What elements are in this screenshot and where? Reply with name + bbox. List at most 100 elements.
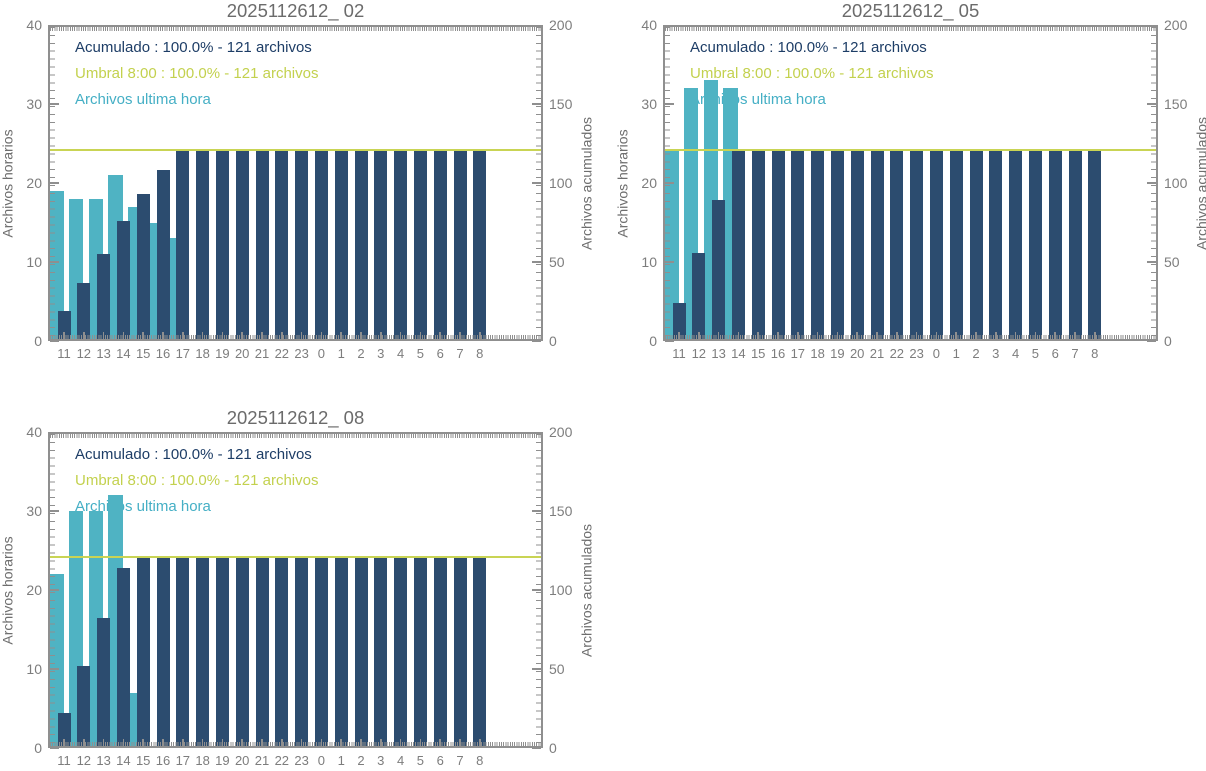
x-axis-tick-label: 14 — [731, 346, 746, 361]
bar-accumulated — [1028, 149, 1042, 341]
x-axis-tick-label: 19 — [215, 346, 230, 361]
x-axis-tick-label: 23 — [294, 346, 309, 361]
x-axis-tick-label: 8 — [476, 346, 484, 361]
tick-major-right — [1147, 103, 1156, 105]
x-axis-tick-label: 4 — [1011, 346, 1020, 361]
bar-accumulated — [1088, 149, 1102, 341]
tick-major-left — [50, 103, 59, 105]
x-axis-tick-label: 20 — [234, 753, 250, 768]
y-axis-tick-label-left: 30 — [26, 96, 42, 112]
bar-accumulated — [57, 713, 71, 748]
tick-major-left — [665, 103, 674, 105]
bar-accumulated — [57, 311, 71, 341]
x-axis-tick-label: 14 — [116, 346, 131, 361]
x-axis-tick-label: 19 — [215, 753, 230, 768]
y-axis-tick-label-right: 200 — [549, 17, 573, 33]
y-axis-tick-label-left: 20 — [641, 175, 657, 191]
tick-major-left — [50, 432, 59, 434]
x-axis-tick-label: 18 — [195, 753, 210, 768]
axis-minor-ticks-top — [665, 27, 1156, 31]
bar-accumulated — [196, 149, 210, 341]
bar-accumulated — [314, 149, 328, 341]
x-axis-tick-label: 0 — [317, 753, 325, 768]
axis-title-left: Archivos horarios — [0, 129, 16, 238]
chart-title: 2025112612_ 08 — [226, 407, 365, 428]
bar-accumulated — [314, 556, 328, 748]
threshold-line — [48, 148, 543, 151]
y-axis-tick-label-right: 50 — [549, 661, 565, 677]
y-axis-tick-label-left: 0 — [649, 333, 657, 349]
x-axis-tick-label: 3 — [992, 346, 1000, 361]
tick-major-right — [532, 340, 541, 342]
tick-major-right — [1147, 261, 1156, 263]
bar-accumulated — [870, 149, 884, 341]
x-axis-tick-label: 23 — [294, 753, 309, 768]
x-axis-tick-label: 22 — [889, 346, 905, 361]
bar-accumulated — [949, 149, 963, 341]
legend: Acumulado : 100.0% - 121 archivos Umbral … — [75, 35, 318, 113]
bar-accumulated — [1009, 149, 1023, 341]
x-axis-tick-label: 5 — [416, 753, 424, 768]
y-axis-tick-label-right: 0 — [549, 740, 557, 756]
legend-accumulated: Acumulado : 100.0% - 121 archivos — [75, 446, 312, 463]
x-axis-tick-label: 21 — [254, 346, 270, 361]
x-axis-tick-label: 12 — [76, 753, 92, 768]
tick-major-left — [50, 510, 59, 512]
x-axis-tick-label: 4 — [396, 346, 405, 361]
x-axis-tick-label: 11 — [672, 346, 686, 361]
tick-major-right — [1147, 25, 1156, 27]
x-axis-tick-label: 13 — [96, 753, 111, 768]
x-axis-tick-label: 13 — [96, 346, 111, 361]
chart-title: 2025112612_ 02 — [226, 0, 365, 21]
axis-minor-ticks-right — [1151, 27, 1156, 339]
bar-accumulated — [1048, 149, 1062, 341]
bar-accumulated — [77, 665, 91, 748]
bar-accumulated — [672, 303, 686, 341]
x-axis-tick-label: 4 — [396, 753, 405, 768]
y-axis-tick-label-right: 150 — [1164, 96, 1188, 112]
bar-accumulated — [692, 252, 706, 341]
x-axis-tick-label: 8 — [476, 753, 484, 768]
bar-accumulated — [473, 556, 487, 748]
x-axis-tick-label: 12 — [691, 346, 707, 361]
legend-threshold: Umbral 8:00 : 100.0% - 121 archivos — [75, 65, 319, 82]
x-axis-tick-label: 6 — [1051, 346, 1059, 361]
bar-accumulated — [176, 149, 190, 341]
bar-accumulated — [453, 149, 467, 341]
bar-accumulated — [374, 149, 388, 341]
legend-threshold: Umbral 8:00 : 100.0% - 121 archivos — [75, 472, 319, 489]
bar-accumulated — [433, 556, 447, 748]
x-axis-tick-label: 20 — [849, 346, 865, 361]
y-axis-tick-label-left: 30 — [26, 503, 42, 519]
bar-accumulated — [751, 149, 765, 341]
bar-accumulated — [97, 254, 111, 341]
bar-accumulated — [890, 149, 904, 341]
y-axis-tick-label-left: 40 — [26, 424, 42, 440]
x-axis-tick-label: 17 — [175, 753, 191, 768]
y-axis-tick-label-left: 10 — [641, 254, 657, 270]
tick-major-right — [532, 25, 541, 27]
bar-accumulated — [413, 556, 427, 748]
bar-accumulated — [255, 149, 269, 341]
bar-accumulated — [334, 149, 348, 341]
x-axis-tick-label: 19 — [830, 346, 845, 361]
legend: Acumulado : 100.0% - 121 archivos Umbral … — [75, 442, 318, 520]
tick-major-right — [532, 668, 541, 670]
bar-accumulated — [295, 149, 309, 341]
x-axis-tick-label: 2 — [357, 346, 365, 361]
bar-accumulated — [235, 149, 249, 341]
x-axis-tick-label: 15 — [135, 753, 151, 768]
y-axis-tick-label-left: 10 — [26, 661, 42, 677]
bar-accumulated — [850, 149, 864, 341]
y-axis-tick-label-right: 150 — [549, 96, 573, 112]
x-axis-tick-label: 11 — [57, 346, 71, 361]
bar-accumulated — [791, 149, 805, 341]
x-axis-tick-label: 16 — [770, 346, 786, 361]
y-axis-tick-label-left: 30 — [641, 96, 657, 112]
x-axis-tick-label: 21 — [869, 346, 885, 361]
bar-accumulated — [453, 556, 467, 748]
x-axis-tick-label: 16 — [155, 753, 171, 768]
bar-accumulated — [136, 556, 150, 748]
bar-accumulated — [394, 149, 408, 341]
x-axis-tick-label: 2 — [972, 346, 980, 361]
